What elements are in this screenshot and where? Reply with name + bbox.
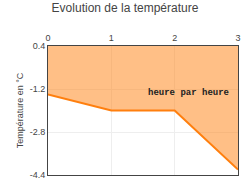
svg-text:-4.4: -4.4 (30, 170, 46, 180)
svg-text:0: 0 (45, 33, 50, 43)
svg-text:2: 2 (172, 33, 177, 43)
svg-text:Evolution de la température: Evolution de la température (52, 1, 199, 15)
svg-text:heure par heure: heure par heure (148, 88, 229, 98)
svg-text:1: 1 (109, 33, 114, 43)
svg-text:Température en °C: Température en °C (15, 72, 25, 148)
svg-text:-1.2: -1.2 (30, 84, 46, 94)
svg-text:-2.8: -2.8 (30, 127, 46, 137)
svg-text:0.4: 0.4 (33, 41, 46, 51)
svg-text:3: 3 (235, 33, 240, 43)
